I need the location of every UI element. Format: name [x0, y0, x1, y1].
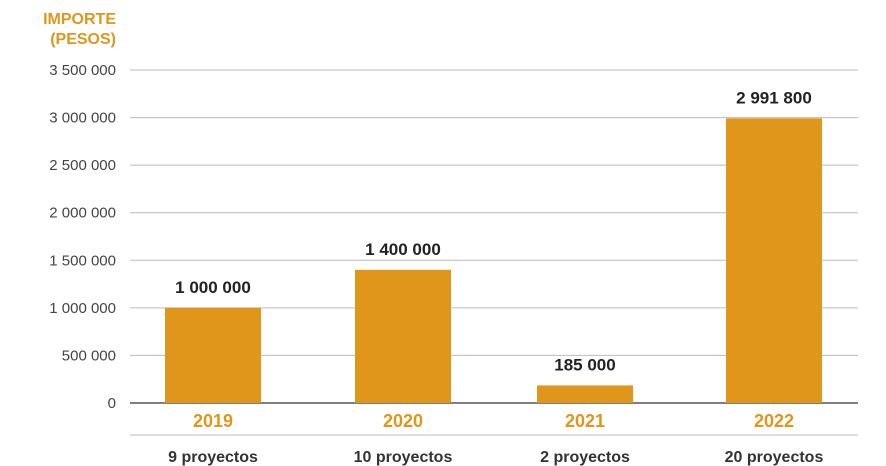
y-tick-label: 500 000: [62, 347, 116, 364]
y-axis-title-line1: IMPORTE: [43, 11, 116, 28]
y-tick-label: 3 500 000: [49, 62, 116, 79]
y-axis-title-line2: (PESOS): [50, 31, 116, 48]
bar: [355, 269, 451, 403]
y-tick-label: 3 000 000: [49, 110, 116, 127]
y-tick-label: 1 000 000: [49, 300, 116, 317]
bar: [165, 307, 261, 403]
bar-value-label: 1 000 000: [175, 278, 251, 297]
bar: [537, 385, 633, 403]
category-note-label: 9 proyectos: [168, 449, 258, 466]
category-note-label: 20 proyectos: [725, 449, 824, 466]
category-note-label: 10 proyectos: [354, 449, 453, 466]
bar-value-label: 1 400 000: [365, 240, 441, 259]
category-note-label: 2 proyectos: [540, 449, 630, 466]
y-tick-label: 2 000 000: [49, 205, 116, 222]
y-tick-label: 0: [108, 395, 116, 412]
y-axis-title: IMPORTE (PESOS): [40, 10, 116, 50]
y-tick-label: 1 500 000: [49, 252, 116, 269]
bar-value-label: 2 991 800: [736, 88, 812, 107]
x-category-label: 2021: [565, 411, 605, 431]
bar-value-label: 185 000: [554, 355, 615, 374]
x-category-label: 2019: [193, 411, 233, 431]
x-category-label: 2020: [383, 411, 423, 431]
y-tick-label: 2 500 000: [49, 157, 116, 174]
x-category-label: 2022: [754, 411, 794, 431]
bar: [726, 118, 822, 404]
